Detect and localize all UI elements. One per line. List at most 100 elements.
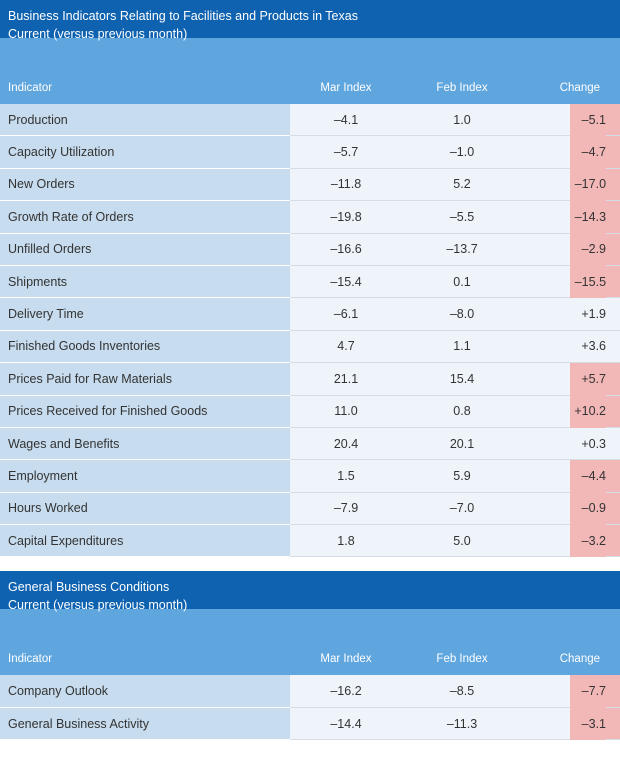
indicator-label: Hours Worked	[0, 492, 290, 526]
section-gap	[0, 557, 620, 572]
indicator-label: Prices Paid for Raw Materials	[0, 362, 290, 396]
section-title: Business Indicators Relating to Faciliti…	[8, 9, 358, 23]
change-value: +5.7	[570, 362, 607, 396]
change-pad-cell	[522, 330, 570, 364]
feb-index-value: 5.0	[402, 524, 522, 558]
mar-index-value: –7.9	[290, 492, 402, 526]
mar-index-value: 21.1	[290, 362, 402, 396]
indicator-label: Delivery Time	[0, 297, 290, 331]
mar-index-value: –4.1	[290, 104, 402, 137]
change-edge-cell	[606, 427, 620, 461]
section-subtitle: Current (versus previous month)	[8, 27, 188, 41]
feb-index-value: –5.5	[402, 200, 522, 234]
header-mar-index: Mar Index	[290, 642, 402, 676]
change-pad-cell	[522, 168, 570, 202]
table-row: Prices Paid for Raw Materials 21.1 15.4 +5.…	[0, 362, 620, 396]
section-title-bar: Business Indicators Relating to Faciliti…	[0, 0, 620, 41]
header-feb-index: Feb Index	[402, 642, 522, 676]
change-value: +10.2	[570, 395, 607, 428]
change-edge-cell	[606, 265, 620, 299]
indicator-label: Production	[0, 104, 290, 137]
mar-index-value: 1.5	[290, 459, 402, 493]
feb-index-value: –1.0	[402, 135, 522, 169]
table-row: Hours Worked –7.9 –7.0 –0.9	[0, 492, 620, 526]
header-spacer	[0, 609, 620, 643]
change-value: –0.9	[570, 492, 607, 526]
feb-index-value: 1.0	[402, 104, 522, 137]
change-value: –5.1	[570, 104, 607, 137]
feb-index-value: 0.8	[402, 395, 522, 428]
table-row: Wages and Benefits 20.4 20.1 +0.3	[0, 427, 620, 461]
mar-index-value: 1.8	[290, 524, 402, 558]
change-pad-cell	[522, 200, 570, 234]
table-row: Company Outlook –16.2 –8.5 –7.7	[0, 675, 620, 708]
table-body: Company Outlook –16.2 –8.5 –7.7 General Busi…	[0, 675, 620, 741]
change-edge-cell	[606, 330, 620, 364]
change-edge-cell	[606, 168, 620, 202]
indicator-label: New Orders	[0, 168, 290, 202]
indicator-label: Capacity Utilization	[0, 135, 290, 169]
indicator-label: Employment	[0, 459, 290, 493]
table-header-row: Indicator Mar Index Feb Index Change	[0, 71, 620, 104]
change-value: –7.7	[570, 675, 607, 708]
feb-index-value: 5.9	[402, 459, 522, 493]
header-change: Change	[522, 71, 607, 104]
mar-index-value: –14.4	[290, 707, 402, 741]
change-pad-cell	[522, 459, 570, 493]
change-pad-cell	[522, 233, 570, 266]
feb-index-value: 0.1	[402, 265, 522, 299]
change-edge-cell	[606, 459, 620, 493]
change-edge-cell	[606, 707, 620, 741]
header-edge	[606, 642, 620, 676]
indicator-label: Finished Goods Inventories	[0, 330, 290, 364]
change-edge-cell	[606, 233, 620, 266]
indicator-label: General Business Activity	[0, 707, 290, 741]
table-row: Employment 1.5 5.9 –4.4	[0, 459, 620, 493]
change-pad-cell	[522, 104, 570, 137]
section-title: General Business Conditions	[8, 580, 170, 595]
section-facilities-products: Business Indicators Relating to Faciliti…	[0, 0, 620, 558]
change-edge-cell	[606, 492, 620, 526]
change-value: –17.0	[570, 168, 607, 202]
indicator-label: Wages and Benefits	[0, 427, 290, 461]
mar-index-value: –16.2	[290, 675, 402, 708]
header-indicator: Indicator	[0, 71, 290, 104]
feb-index-value: –8.5	[402, 675, 522, 708]
change-value: –4.7	[570, 135, 607, 169]
indicator-label: Company Outlook	[0, 675, 290, 708]
table-row: Shipments –15.4 0.1 –15.5	[0, 265, 620, 299]
conditions-table: Indicator Mar Index Feb Index Change Com…	[0, 642, 620, 741]
change-pad-cell	[522, 427, 570, 461]
change-value: –15.5	[570, 265, 607, 299]
change-edge-cell	[606, 104, 620, 137]
table-row: Growth Rate of Orders –19.8 –5.5 –14.3	[0, 200, 620, 234]
table-row: Capital Expenditures 1.8 5.0 –3.2	[0, 524, 620, 558]
change-value: –4.4	[570, 459, 607, 493]
header-change: Change	[522, 642, 607, 676]
feb-index-value: 20.1	[402, 427, 522, 461]
table-body: Production –4.1 1.0 –5.1 Capacity Utilizatio…	[0, 104, 620, 558]
indicator-label: Unfilled Orders	[0, 233, 290, 266]
change-value: +1.9	[570, 297, 607, 331]
table-row: General Business Activity –14.4 –11.3 –3.1	[0, 707, 620, 741]
feb-index-value: –13.7	[402, 233, 522, 266]
table-header-row: Indicator Mar Index Feb Index Change	[0, 642, 620, 676]
change-value: –2.9	[570, 233, 607, 266]
change-edge-cell	[606, 362, 620, 396]
change-edge-cell	[606, 135, 620, 169]
header-edge	[606, 71, 620, 104]
indicator-label: Prices Received for Finished Goods	[0, 395, 290, 428]
header-feb-index: Feb Index	[402, 71, 522, 104]
indicator-label: Shipments	[0, 265, 290, 299]
table-row: Delivery Time –6.1 –8.0 +1.9	[0, 297, 620, 331]
header-mar-index: Mar Index	[290, 71, 402, 104]
mar-index-value: –16.6	[290, 233, 402, 266]
table-row: Production –4.1 1.0 –5.1	[0, 104, 620, 137]
mar-index-value: –19.8	[290, 200, 402, 234]
mar-index-value: 4.7	[290, 330, 402, 364]
change-value: –14.3	[570, 200, 607, 234]
indicators-table: Indicator Mar Index Feb Index Change Pro…	[0, 71, 620, 558]
mar-index-value: –6.1	[290, 297, 402, 331]
header-indicator: Indicator	[0, 642, 290, 676]
change-value: +3.6	[570, 330, 607, 364]
